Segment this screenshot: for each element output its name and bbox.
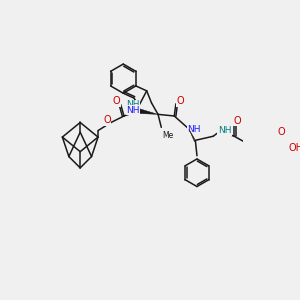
Text: NH: NH: [218, 126, 231, 135]
Text: Me: Me: [162, 130, 173, 140]
Text: O: O: [103, 115, 111, 125]
Text: O: O: [176, 96, 184, 106]
Text: OH: OH: [288, 142, 300, 153]
Text: NH: NH: [187, 125, 200, 134]
Polygon shape: [140, 109, 158, 114]
Text: O: O: [278, 127, 285, 137]
Text: NH: NH: [126, 106, 140, 115]
Polygon shape: [189, 129, 194, 142]
Text: O: O: [234, 116, 241, 126]
Text: NH: NH: [127, 100, 140, 109]
Text: O: O: [113, 96, 121, 106]
